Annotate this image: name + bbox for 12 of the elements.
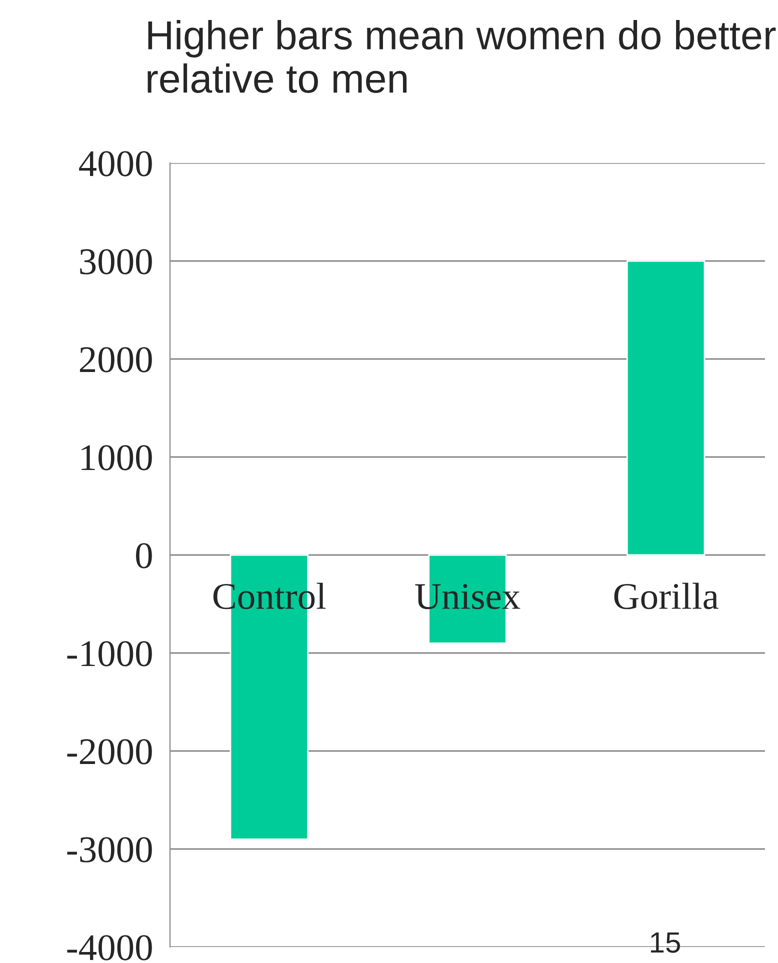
y-tick-label: 2000 [80,347,152,372]
y-tick-label: -3000 [67,837,152,862]
chart-title: Higher bars mean women do better relative to men [148,20,776,93]
x-tick-label: Gorilla [614,582,718,610]
y-tick-label: -2000 [67,739,152,764]
y-tick-label: 4000 [79,151,152,176]
y-tick-label: -1000 [67,641,152,666]
y-tick-label: 3000 [80,249,152,274]
y-tick-label: 1000 [82,445,152,470]
y-tick-label: 0 [136,543,152,568]
annotation: 15 [651,932,680,953]
y-tick-label: -4000 [67,935,152,960]
